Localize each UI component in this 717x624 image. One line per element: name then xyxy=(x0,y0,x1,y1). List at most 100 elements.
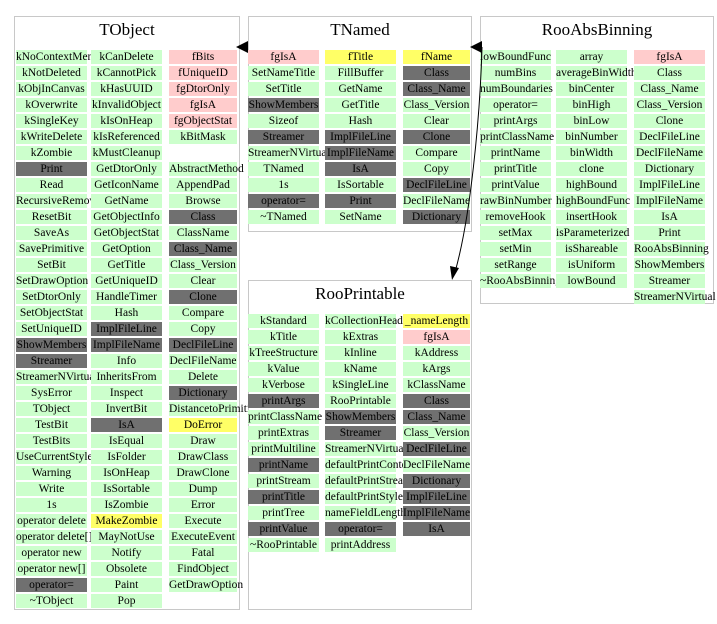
class-member[interactable]: Clone xyxy=(403,130,470,144)
class-member[interactable]: MakeZombie xyxy=(91,514,162,528)
class-member[interactable]: kValue xyxy=(248,362,319,376)
class-member[interactable]: SetDrawOption xyxy=(16,274,89,288)
class-member[interactable]: Dictionary xyxy=(634,162,705,176)
class-member[interactable]: kNoContextMenu xyxy=(16,50,100,64)
class-member[interactable]: Clone xyxy=(169,290,237,304)
class-member[interactable]: isUniform xyxy=(556,258,627,272)
class-member[interactable]: SavePrimitive xyxy=(16,242,87,256)
class-member[interactable]: RooPrintable xyxy=(325,394,396,408)
class-member[interactable]: Browse xyxy=(169,194,237,208)
class-member[interactable]: fgIsA xyxy=(169,98,237,112)
class-member[interactable]: fUniqueID xyxy=(169,66,237,80)
class-member[interactable]: binWidth xyxy=(556,146,627,160)
class-member[interactable]: operator new xyxy=(16,546,87,560)
class-member[interactable]: printMultiline xyxy=(248,442,319,456)
class-member[interactable]: fgIsA xyxy=(248,50,319,64)
class-member[interactable]: kStandard xyxy=(248,314,319,328)
class-member[interactable]: Write xyxy=(16,482,87,496)
class-member[interactable]: DoError xyxy=(169,418,237,432)
class-member[interactable]: Draw xyxy=(169,434,237,448)
class-member[interactable]: UseCurrentStyle xyxy=(16,450,93,464)
class-member[interactable]: Print xyxy=(16,162,87,176)
class-member[interactable]: Streamer xyxy=(248,130,319,144)
class-member[interactable]: Streamer xyxy=(325,426,396,440)
class-member[interactable]: fgIsA xyxy=(403,330,470,344)
class-member[interactable]: DeclFileName xyxy=(169,354,237,368)
class-member[interactable]: ImplFileLine xyxy=(325,130,396,144)
class-member[interactable]: kIsOnHeap xyxy=(91,114,162,128)
class-member[interactable]: IsFolder xyxy=(91,450,162,464)
class-member[interactable]: kWriteDelete xyxy=(16,130,87,144)
class-member[interactable]: GetIconName xyxy=(91,178,162,192)
class-member[interactable]: kIsReferenced xyxy=(91,130,162,144)
class-member[interactable]: operator delete xyxy=(16,514,87,528)
class-member[interactable]: Read xyxy=(16,178,87,192)
class-member[interactable]: Dictionary xyxy=(403,210,470,224)
class-member[interactable]: _nameLength xyxy=(403,314,470,328)
class-member[interactable]: RooAbsBinning xyxy=(634,242,709,256)
class-member[interactable]: operator new[] xyxy=(16,562,87,576)
class-member[interactable]: SetNameTitle xyxy=(248,66,319,80)
class-member[interactable]: SetBit xyxy=(16,258,87,272)
class-member[interactable]: Dictionary xyxy=(403,474,470,488)
class-member[interactable]: ExecuteEvent xyxy=(169,530,237,544)
class-member[interactable]: TObject xyxy=(16,402,87,416)
class-member[interactable]: ImplFileName xyxy=(325,146,396,160)
class-member[interactable]: SetObjectStat xyxy=(16,306,87,320)
class-member[interactable]: printTitle xyxy=(248,490,319,504)
class-member[interactable]: printTree xyxy=(248,506,319,520)
class-member[interactable]: Class_Name xyxy=(403,82,470,96)
class-member[interactable]: Delete xyxy=(169,370,237,384)
class-member[interactable]: IsSortable xyxy=(91,482,162,496)
class-member[interactable]: DrawClass xyxy=(169,450,237,464)
class-member[interactable]: kZombie xyxy=(16,146,87,160)
class-member[interactable]: SaveAs xyxy=(16,226,87,240)
class-member[interactable]: IsA xyxy=(403,522,470,536)
class-member[interactable]: IsZombie xyxy=(91,498,162,512)
class-member[interactable]: StreamerNVirtual xyxy=(634,290,716,304)
class-member[interactable]: fTitle xyxy=(325,50,396,64)
class-member[interactable]: kTreeStructure xyxy=(248,346,319,360)
class-member[interactable]: Sizeof xyxy=(248,114,319,128)
class-member[interactable]: Copy xyxy=(403,162,470,176)
class-member[interactable]: kNotDeleted xyxy=(16,66,87,80)
class-member[interactable]: fBits xyxy=(169,50,237,64)
class-member[interactable]: kMustCleanup xyxy=(91,146,162,160)
class-member[interactable]: GetOption xyxy=(91,242,162,256)
class-member[interactable]: averageBinWidth xyxy=(556,66,637,80)
class-member[interactable]: GetDtorOnly xyxy=(91,162,162,176)
class-member[interactable]: Notify xyxy=(91,546,162,560)
class-member[interactable]: printName xyxy=(480,146,551,160)
class-member[interactable]: DeclFileLine xyxy=(634,130,705,144)
class-member[interactable]: DistancetoPrimitive xyxy=(169,402,261,416)
class-member[interactable]: Fatal xyxy=(169,546,237,560)
class-member[interactable]: Inspect xyxy=(91,386,162,400)
class-member[interactable]: 1s xyxy=(16,498,87,512)
class-member[interactable]: ImplFileName xyxy=(634,194,705,208)
class-member[interactable]: kVerbose xyxy=(248,378,319,392)
class-member[interactable]: Pop xyxy=(91,594,162,608)
class-member[interactable]: AbstractMethod xyxy=(169,162,244,176)
class-member[interactable]: FindObject xyxy=(169,562,237,576)
class-member[interactable]: ShowMembers xyxy=(325,410,396,424)
class-member[interactable]: kObjInCanvas xyxy=(16,82,87,96)
class-member[interactable]: nameFieldLength xyxy=(325,506,407,520)
class-member[interactable]: TestBits xyxy=(16,434,87,448)
class-member[interactable]: Class_Name xyxy=(634,82,705,96)
class-member[interactable]: printValue xyxy=(248,522,319,536)
class-member[interactable]: InvertBit xyxy=(91,402,162,416)
class-member[interactable]: printArgs xyxy=(248,394,319,408)
class-member[interactable]: GetTitle xyxy=(91,258,162,272)
class-member[interactable]: numBins xyxy=(480,66,551,80)
class-member[interactable]: printTitle xyxy=(480,162,551,176)
class-member[interactable]: ShowMembers xyxy=(248,98,319,112)
class-member[interactable]: GetUniqueID xyxy=(91,274,162,288)
class-member[interactable]: RecursiveRemove xyxy=(16,194,101,208)
class-member[interactable]: Class_Name xyxy=(403,410,470,424)
class-member[interactable]: printExtras xyxy=(248,426,319,440)
class-member[interactable]: SetUniqueID xyxy=(16,322,87,336)
class-member[interactable]: Execute xyxy=(169,514,237,528)
class-member[interactable]: ImplFileLine xyxy=(91,322,162,336)
class-member[interactable]: insertHook xyxy=(556,210,627,224)
class-member[interactable]: GetObjectStat xyxy=(91,226,162,240)
